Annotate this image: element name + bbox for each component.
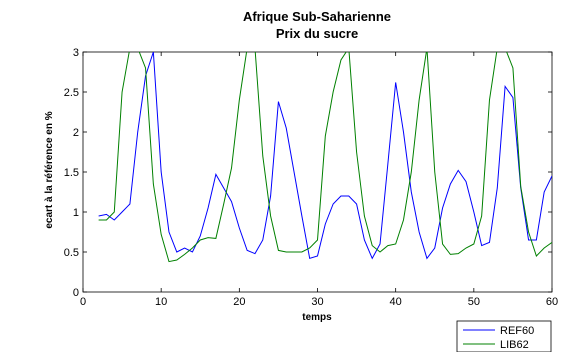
y-axis-label: ecart à la référence en % — [44, 111, 55, 228]
x-tick-label: 30 — [311, 296, 323, 308]
x-tick-labels: 0 10 20 30 40 50 60 — [80, 296, 558, 308]
chart-title: Afrique Sub-Saharienne — [243, 9, 391, 24]
y-tick-label: 2.5 — [64, 87, 79, 99]
x-tick-label: 20 — [233, 296, 245, 308]
tick-marks — [82, 51, 553, 293]
legend: REF60 LIB62 — [456, 320, 552, 352]
series-line-lib62 — [98, 52, 552, 263]
y-tick-label: 2 — [73, 127, 79, 139]
y-tick-labels: 0 0.5 1 1.5 2 2.5 3 — [64, 47, 79, 299]
x-axis-label: temps — [302, 312, 332, 323]
x-tick-label: 0 — [80, 296, 86, 308]
y-tick-label: 0 — [73, 287, 79, 299]
x-tick-label: 60 — [546, 296, 558, 308]
x-tick-label: 10 — [155, 296, 167, 308]
series-line-ref60 — [98, 52, 552, 260]
y-tick-label: 1 — [73, 207, 79, 219]
x-tick-label: 40 — [390, 296, 402, 308]
series-lines — [98, 52, 552, 263]
legend-label-ref60: REF60 — [500, 325, 534, 337]
chart-subtitle: Prix du sucre — [276, 26, 358, 41]
y-tick-label: 0.5 — [64, 247, 79, 259]
y-tick-label: 1.5 — [64, 167, 79, 179]
legend-box — [456, 320, 552, 352]
y-tick-label: 3 — [73, 47, 79, 59]
x-tick-label: 50 — [468, 296, 480, 308]
legend-label-lib62: LIB62 — [500, 339, 529, 351]
